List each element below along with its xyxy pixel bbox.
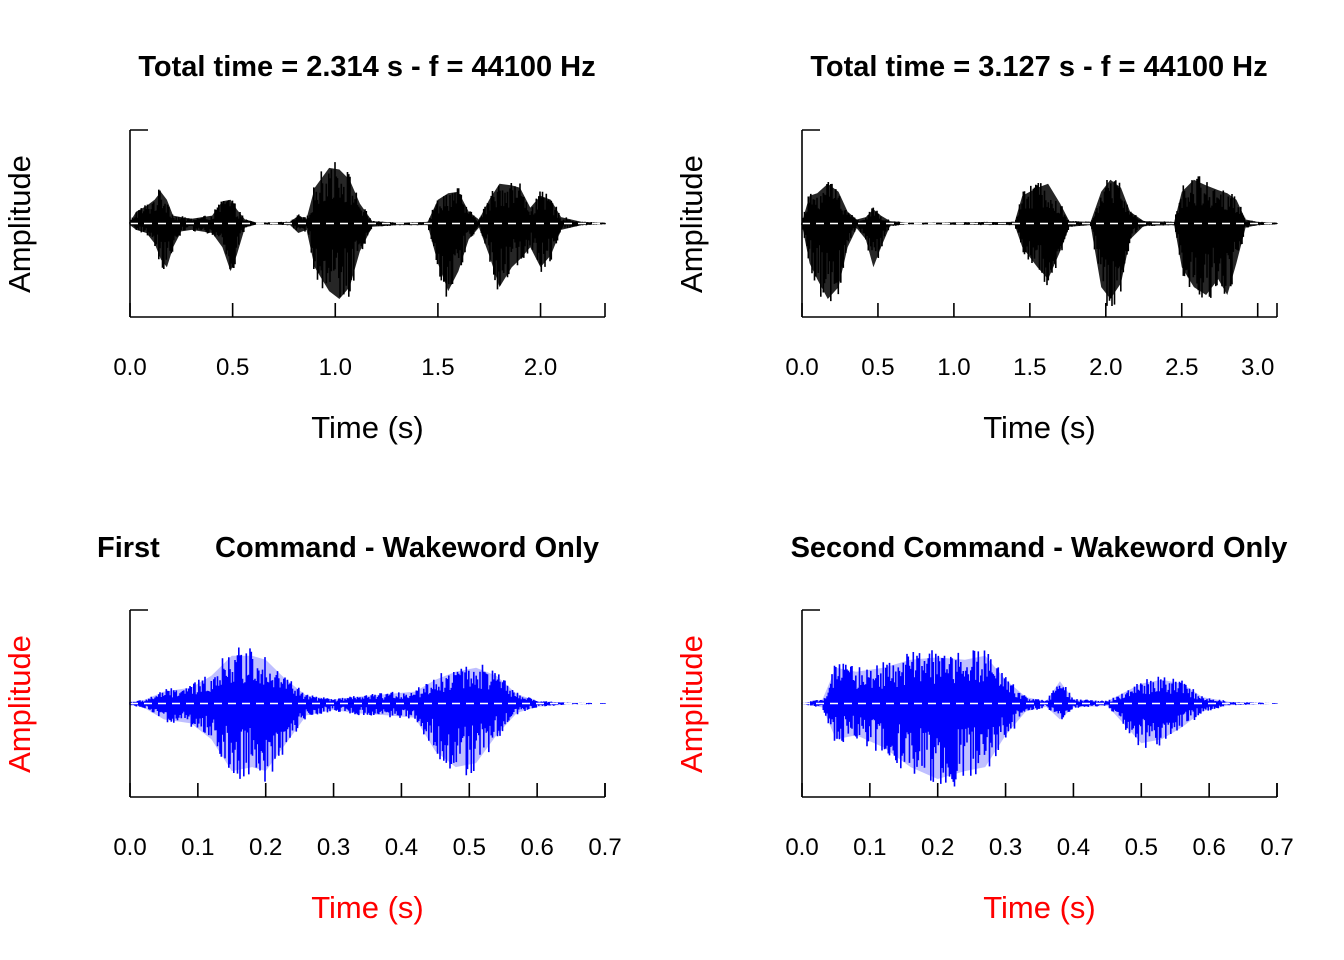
x-tick-label: 0.4 [385,834,418,861]
y-axis-title: Amplitude [2,155,37,293]
x-tick-label: 0.5 [861,354,894,381]
x-axis-title: Time (s) [983,410,1096,445]
x-axis-title: Time (s) [311,890,424,925]
waveform-envelope [130,655,605,772]
x-tick-label: 1.0 [937,354,970,381]
waveform-envelope [802,655,1277,779]
x-tick-label: 0.5 [1125,834,1158,861]
x-tick-label: 0.0 [785,834,818,861]
x-tick-label: 0.2 [921,834,954,861]
x-tick-label: 0.0 [113,354,146,381]
waveform-panel-2: 0.0 0.5 1.0 1.5 2.0 2.5 3.0 Time (s) Amplitude [674,129,1278,445]
x-tick-label: 0.7 [1260,834,1293,861]
waveform-panel-1: 0.0 0.5 1.0 1.5 2.0 Time (s) Amplitude [2,129,606,445]
x-tick-label: 0.2 [249,834,282,861]
x-tick-label: 0.1 [181,834,214,861]
x-tick-label: 0.3 [317,834,350,861]
x-tick-label: 0.7 [588,834,621,861]
x-axis-title: Time (s) [311,410,424,445]
waveform-envelope [802,179,1277,299]
waveform-envelope [130,167,605,299]
x-tick-label: 2.0 [524,354,557,381]
x-axis-title: Time (s) [983,890,1096,925]
x-tick-label: 0.0 [785,354,818,381]
x-tick-label: 3.0 [1241,354,1274,381]
panel-4-title: Second Command - Wakeword Only [791,532,1288,564]
x-tick-label: 1.5 [1013,354,1046,381]
x-tick-label: 1.5 [421,354,454,381]
panel-3-title-rest: Command - Wakeword Only [215,532,599,564]
x-tick-label: 0.0 [113,834,146,861]
x-tick-label: 0.4 [1057,834,1090,861]
x-tick-label: 2.5 [1165,354,1198,381]
waveform-panel-3: 0.0 0.1 0.2 0.3 0.4 0.5 0.6 0.7 Time (s) Amplitud… [2,609,622,925]
panel-2-title: Total time = 3.127 s - f = 44100 Hz [810,51,1267,83]
x-tick-label: 0.3 [989,834,1022,861]
x-tick-label: 0.5 [216,354,249,381]
y-axis-title: Amplitude [674,635,709,773]
x-tick-label: 2.0 [1089,354,1122,381]
x-tick-label: 0.6 [1192,834,1225,861]
y-axis-title: Amplitude [2,635,37,773]
x-tick-label: 0.1 [853,834,886,861]
panel-3-title-first: First [97,532,160,564]
panel-1-title: Total time = 2.314 s - f = 44100 Hz [138,51,595,83]
x-tick-label: 1.0 [319,354,352,381]
x-tick-label: 0.6 [520,834,553,861]
x-tick-label: 0.5 [453,834,486,861]
waveform-panel-4: 0.0 0.1 0.2 0.3 0.4 0.5 0.6 0.7 Time (s) Amplitud… [674,609,1294,925]
y-axis-title: Amplitude [674,155,709,293]
